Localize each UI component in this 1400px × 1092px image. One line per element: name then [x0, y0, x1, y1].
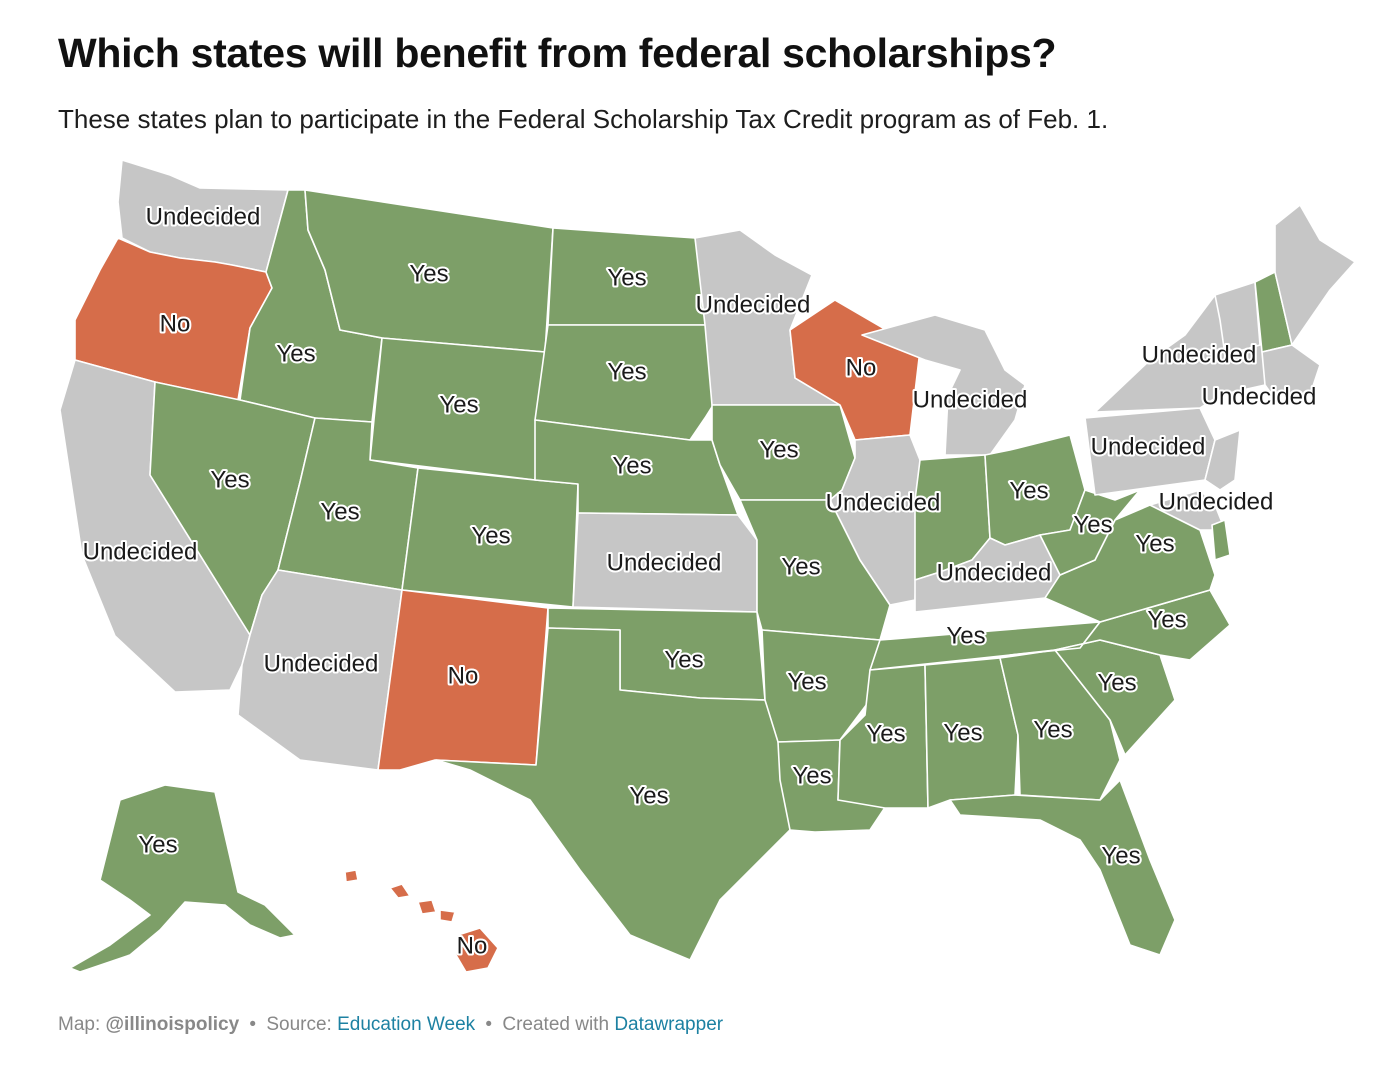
- state-label-idaho: Yes: [276, 340, 315, 367]
- state-label-south-carolina: Yes: [1097, 669, 1136, 696]
- state-delaware[interactable]: [1211, 519, 1231, 561]
- state-label-nebraska: Yes: [612, 452, 651, 479]
- state-label-illinois: Undecided: [826, 489, 941, 516]
- state-label-north-carolina: Yes: [1147, 606, 1186, 633]
- state-label-tennessee: Yes: [946, 622, 985, 649]
- footer-source-prefix: Source:: [266, 1014, 332, 1035]
- state-new-jersey[interactable]: [1204, 429, 1241, 491]
- state-label-north-dakota: Yes: [607, 264, 646, 291]
- chart-title: Which states will benefit from federal s…: [58, 30, 1057, 76]
- state-hawaii[interactable]: [344, 869, 499, 973]
- state-label-michigan: Undecided: [913, 386, 1028, 413]
- state-label-florida: Yes: [1101, 842, 1140, 869]
- state-label-arkansas: Yes: [787, 668, 826, 695]
- state-label-south-dakota: Yes: [607, 358, 646, 385]
- state-maine[interactable]: [1274, 204, 1356, 346]
- state-label-louisiana: Yes: [792, 762, 831, 789]
- state-kentucky[interactable]: [914, 534, 1061, 613]
- state-label-utah: Yes: [320, 498, 359, 525]
- state-label-colorado: Yes: [471, 522, 510, 549]
- footer-created-prefix: Created with: [502, 1014, 610, 1035]
- state-label-virginia: Yes: [1135, 530, 1174, 557]
- state-label-alabama: Yes: [943, 719, 982, 746]
- state-label-west-virginia: Yes: [1073, 511, 1112, 538]
- state-label-oklahoma: Yes: [664, 646, 703, 673]
- source-link[interactable]: Education Week: [337, 1014, 476, 1035]
- state-florida[interactable]: [949, 779, 1176, 956]
- chart-subtitle: These states plan to participate in the …: [58, 104, 1109, 134]
- state-label-wisconsin: No: [846, 354, 877, 381]
- state-label-minnesota: Undecided: [696, 291, 811, 318]
- state-label-missouri: Yes: [781, 553, 820, 580]
- state-label-pennsylvania: Undecided: [1091, 433, 1206, 460]
- state-label-massachusetts: Undecided: [1202, 383, 1317, 410]
- state-label-hawaii: No: [457, 932, 488, 959]
- footer-map-author: @illinoispolicy: [105, 1014, 240, 1035]
- state-label-oregon: No: [160, 310, 191, 337]
- state-label-mississippi: Yes: [866, 720, 905, 747]
- state-maryland[interactable]: [1149, 489, 1226, 531]
- state-label-arizona: Undecided: [264, 650, 379, 677]
- state-label-georgia: Yes: [1033, 716, 1072, 743]
- state-label-california: Undecided: [83, 538, 198, 565]
- state-label-new-york: Undecided: [1142, 341, 1257, 368]
- state-west-virginia[interactable]: [1039, 489, 1141, 576]
- labels-layer: Undecided No Undecided Yes Yes Yes Yes Yes Yes Un…: [81, 201, 1319, 961]
- state-label-texas: Yes: [629, 782, 668, 809]
- datawrapper-link[interactable]: Datawrapper: [614, 1014, 724, 1035]
- state-alaska[interactable]: [69, 784, 296, 973]
- footer-separator: •: [485, 1014, 493, 1035]
- state-massachusetts[interactable]: [1261, 344, 1321, 396]
- state-label-kentucky: Undecided: [937, 559, 1052, 586]
- footer-map-prefix: Map:: [58, 1014, 101, 1035]
- state-label-washington: Undecided: [146, 203, 261, 230]
- state-north-carolina[interactable]: [1009, 589, 1231, 661]
- state-label-kansas: Undecided: [607, 549, 722, 576]
- us-states-map: Undecided No Undecided Yes Yes Yes Yes Yes Yes Un…: [59, 159, 1356, 973]
- state-vermont[interactable]: [1214, 281, 1261, 356]
- state-label-montana: Yes: [409, 260, 448, 287]
- state-label-wyoming: Yes: [439, 391, 478, 418]
- states-layer: [59, 159, 1356, 973]
- state-texas[interactable]: [435, 627, 791, 961]
- state-label-ohio: Yes: [1009, 477, 1048, 504]
- state-label-maryland: Undecided: [1159, 488, 1274, 515]
- footer: Map: @illinoispolicy • Source: Education…: [58, 1014, 723, 1036]
- state-label-iowa: Yes: [759, 436, 798, 463]
- state-michigan[interactable]: [861, 314, 1026, 456]
- state-label-alaska: Yes: [138, 831, 177, 858]
- state-label-nevada: Yes: [210, 466, 249, 493]
- state-illinois[interactable]: [829, 434, 921, 606]
- footer-separator: •: [249, 1014, 257, 1035]
- state-label-new-mexico: No: [448, 662, 479, 689]
